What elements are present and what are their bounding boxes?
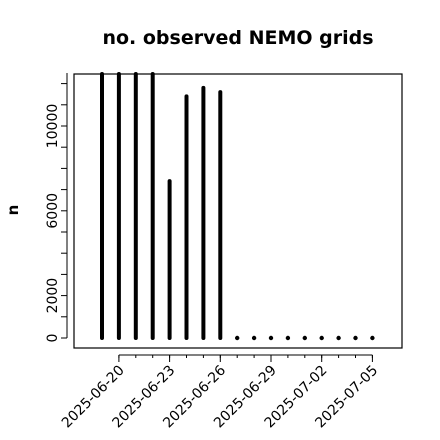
zero-point [251,335,257,341]
y-tick-label: 2000 [45,278,61,314]
y-tick-label: 10000 [45,104,61,149]
zero-point [268,335,274,341]
bars [100,72,375,341]
zero-point [336,335,341,341]
x-axis: 2025-06-202025-06-232025-06-262025-06-29… [59,354,381,431]
zero-point [319,335,324,341]
zero-point [370,335,375,341]
zero-point [235,335,240,341]
y-axis: 0 2000 6000 10000 [45,73,68,343]
chart-title: no. observed NEMO grids [102,27,373,49]
zero-point [353,335,358,341]
zero-point [285,335,291,341]
y-tick-label: 6000 [45,193,61,229]
zero-point [302,335,307,341]
plot-area [73,73,403,349]
y-axis-label: n [4,205,22,216]
y-tick-label: 0 [45,334,61,343]
